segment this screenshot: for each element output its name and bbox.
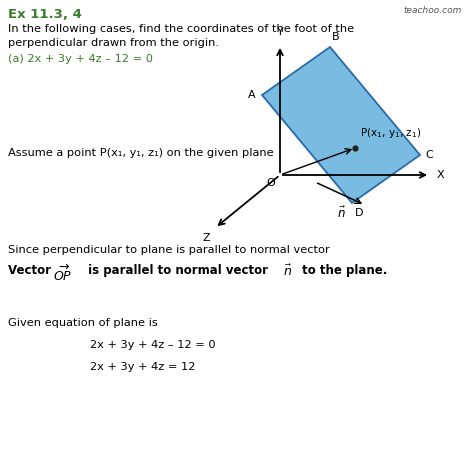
Text: Vector: Vector bbox=[8, 264, 55, 277]
Text: teachoo.com: teachoo.com bbox=[404, 6, 462, 15]
Text: B: B bbox=[332, 32, 340, 42]
Text: 2x + 3y + 4z – 12 = 0: 2x + 3y + 4z – 12 = 0 bbox=[90, 340, 216, 350]
Text: Since perpendicular to plane is parallel to normal vector: Since perpendicular to plane is parallel… bbox=[8, 245, 330, 255]
Text: (a) 2x + 3y + 4z – 12 = 0: (a) 2x + 3y + 4z – 12 = 0 bbox=[8, 54, 153, 64]
Text: $\vec{n}$: $\vec{n}$ bbox=[337, 206, 346, 220]
Text: 2x + 3y + 4z = 12: 2x + 3y + 4z = 12 bbox=[90, 362, 195, 372]
Text: C: C bbox=[425, 150, 433, 160]
Text: $\overrightarrow{OP}$: $\overrightarrow{OP}$ bbox=[53, 264, 73, 284]
Text: to the plane.: to the plane. bbox=[298, 264, 387, 277]
Text: In the following cases, find the coordinates of the foot of the: In the following cases, find the coordin… bbox=[8, 24, 354, 34]
Text: Y: Y bbox=[277, 27, 283, 37]
Text: Given equation of plane is: Given equation of plane is bbox=[8, 318, 158, 328]
Text: Z: Z bbox=[202, 233, 210, 243]
Text: O: O bbox=[266, 178, 275, 188]
Polygon shape bbox=[262, 47, 420, 203]
Text: perpendicular drawn from the origin.: perpendicular drawn from the origin. bbox=[8, 38, 219, 48]
Text: X: X bbox=[437, 170, 445, 180]
Text: Ex 11.3, 4: Ex 11.3, 4 bbox=[8, 8, 82, 21]
Text: is parallel to normal vector: is parallel to normal vector bbox=[84, 264, 272, 277]
Text: $\vec{n}$: $\vec{n}$ bbox=[283, 264, 292, 279]
Text: P(x$_1$, y$_1$, z$_1$): P(x$_1$, y$_1$, z$_1$) bbox=[360, 126, 421, 140]
Text: Assume a point P(x₁, y₁, z₁) on the given plane: Assume a point P(x₁, y₁, z₁) on the give… bbox=[8, 148, 273, 158]
Text: D: D bbox=[355, 208, 364, 218]
Text: A: A bbox=[248, 90, 256, 100]
